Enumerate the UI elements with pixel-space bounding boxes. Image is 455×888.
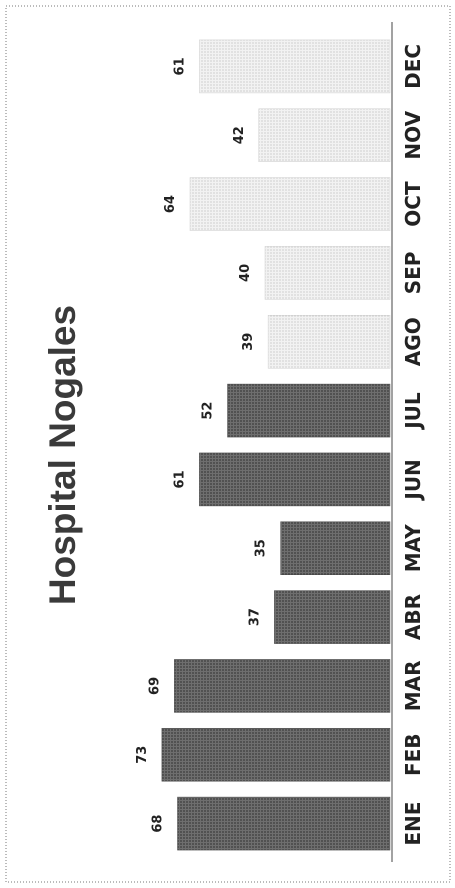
bar-nov: [258, 108, 391, 163]
category-label-dec: DEC: [401, 44, 425, 89]
category-label-jun: JUN: [401, 459, 425, 501]
category-label-jul: JUL: [401, 392, 425, 431]
bar-feb: [161, 727, 391, 782]
bar-ene: [177, 796, 391, 851]
value-label-sep: 40: [238, 264, 253, 282]
chart-title: Hospital Nogales: [42, 305, 83, 605]
bar-dec: [199, 39, 391, 94]
category-label-nov: NOV: [401, 110, 425, 159]
category-label-may: MAY: [401, 524, 425, 572]
bar-ago: [267, 314, 391, 369]
value-label-nov: 42: [232, 126, 247, 144]
value-label-feb: 73: [135, 746, 150, 764]
category-label-mar: MAR: [401, 661, 425, 712]
bar-abr: [274, 590, 391, 644]
value-label-abr: 37: [247, 608, 262, 626]
value-label-dec: 61: [172, 57, 187, 75]
bar-may: [280, 521, 391, 576]
category-label-oct: OCT: [401, 181, 425, 227]
value-label-jun: 61: [172, 470, 187, 488]
bar-jun: [199, 452, 391, 507]
bar-oct: [189, 177, 391, 231]
value-label-oct: 64: [163, 195, 178, 213]
bar-jul: [227, 383, 391, 438]
value-label-ago: 39: [241, 333, 256, 351]
value-label-ene: 68: [151, 815, 166, 833]
category-label-sep: SEP: [401, 252, 425, 295]
category-label-feb: FEB: [401, 733, 425, 776]
category-label-ago: AGO: [401, 317, 425, 366]
category-label-ene: ENE: [401, 802, 425, 846]
bar-sep: [264, 246, 391, 300]
chart-frame: [5, 5, 451, 883]
value-label-mar: 69: [147, 677, 162, 695]
category-label-abr: ABR: [401, 594, 425, 640]
value-label-may: 35: [254, 539, 269, 557]
bar-mar: [174, 659, 391, 713]
value-label-jul: 52: [201, 402, 216, 420]
